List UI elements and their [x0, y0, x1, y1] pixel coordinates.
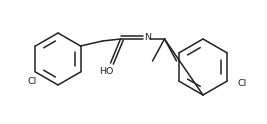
Text: N: N — [144, 33, 151, 43]
Text: Cl: Cl — [28, 78, 37, 87]
Text: Cl: Cl — [237, 78, 246, 88]
Text: HO: HO — [99, 67, 114, 77]
